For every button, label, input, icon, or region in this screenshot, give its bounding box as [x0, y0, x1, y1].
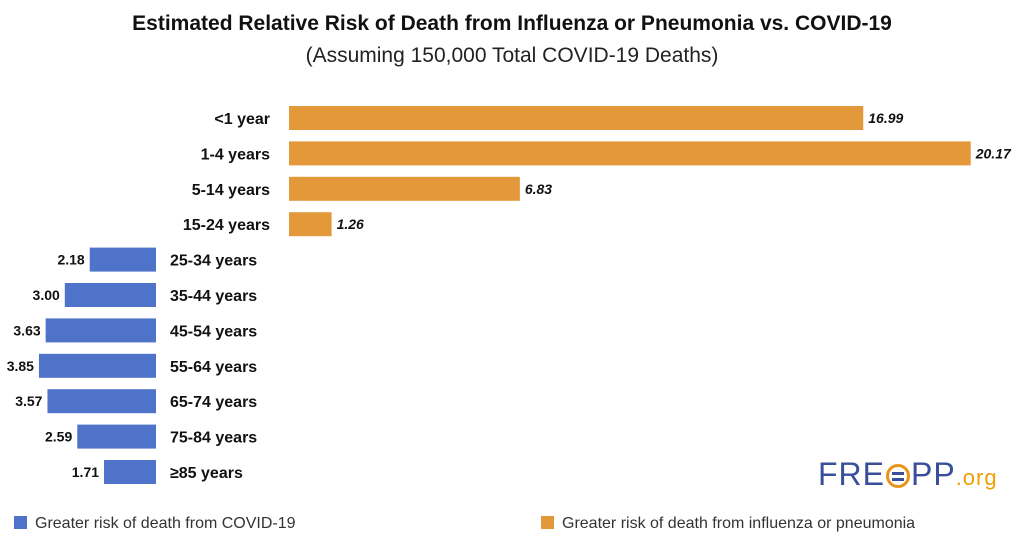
category-label-15-24-years: 15-24 years: [183, 217, 270, 234]
category-label-45-54-years: 45-54 years: [170, 323, 257, 340]
value-label-influenza-1-4-years: 20.17: [975, 145, 1012, 161]
bar-covid-55-64-years: [38, 353, 156, 378]
bar-covid-75-84-years: [77, 424, 156, 449]
category-label-1-year: <1 year: [214, 111, 270, 128]
logo-text-org: .org: [955, 465, 998, 490]
value-label-influenza-5-14-years: 6.83: [525, 181, 552, 197]
value-label-covid-55-64-years: 3.85: [7, 358, 34, 374]
bar-influenza-1-4-years: [289, 141, 971, 166]
logo-equals-o-icon: [886, 464, 910, 488]
category-label-75-84-years: 75-84 years: [170, 430, 257, 447]
legend-label-influenza: Greater risk of death from influenza or …: [562, 515, 916, 532]
value-label-covid-25-34-years: 2.18: [57, 252, 84, 268]
value-label-covid-65-74-years: 3.57: [15, 393, 42, 409]
category-label-85-years: ≥85 years: [170, 465, 243, 482]
category-label-1-4-years: 1-4 years: [201, 146, 270, 163]
category-label-65-74-years: 65-74 years: [170, 394, 257, 411]
value-label-covid-45-54-years: 3.63: [13, 322, 40, 338]
bar-covid-35-44-years: [64, 283, 156, 307]
freopp-logo: FRE PP.org: [818, 456, 998, 493]
value-label-covid-35-44-years: 3.00: [33, 287, 60, 303]
value-label-influenza-15-24-years: 1.26: [337, 216, 364, 232]
category-label-5-14-years: 5-14 years: [192, 182, 270, 199]
chart-subtitle: (Assuming 150,000 Total COVID-19 Deaths): [305, 44, 719, 67]
bar-covid-25-34-years: [89, 247, 156, 272]
logo-text-main: FRE: [818, 456, 885, 492]
bar-influenza-15-24-years: [289, 212, 332, 237]
value-label-influenza-1-year: 16.99: [868, 110, 903, 126]
bar-covid-65-74-years: [47, 389, 156, 414]
bar-influenza-5-14-years: [289, 176, 520, 201]
category-label-55-64-years: 55-64 years: [170, 359, 257, 376]
bar-covid-85-years: [104, 460, 156, 484]
category-label-25-34-years: 25-34 years: [170, 253, 257, 270]
logo-text-opp: PP: [911, 456, 956, 492]
value-label-covid-85-years: 1.71: [72, 464, 99, 480]
bar-covid-45-54-years: [45, 318, 157, 343]
category-label-35-44-years: 35-44 years: [170, 288, 257, 305]
legend-swatch-covid: [14, 516, 27, 529]
legend-item-covid: Greater risk of death from COVID-19: [14, 515, 296, 533]
bar-influenza-1-year: [289, 106, 864, 130]
legend-item-influenza: Greater risk of death from influenza or …: [541, 515, 915, 533]
chart-title: Estimated Relative Risk of Death from In…: [132, 12, 892, 35]
legend-swatch-influenza: [541, 516, 554, 529]
value-label-covid-75-84-years: 2.59: [45, 429, 72, 445]
legend-label-covid: Greater risk of death from COVID-19: [35, 515, 296, 532]
